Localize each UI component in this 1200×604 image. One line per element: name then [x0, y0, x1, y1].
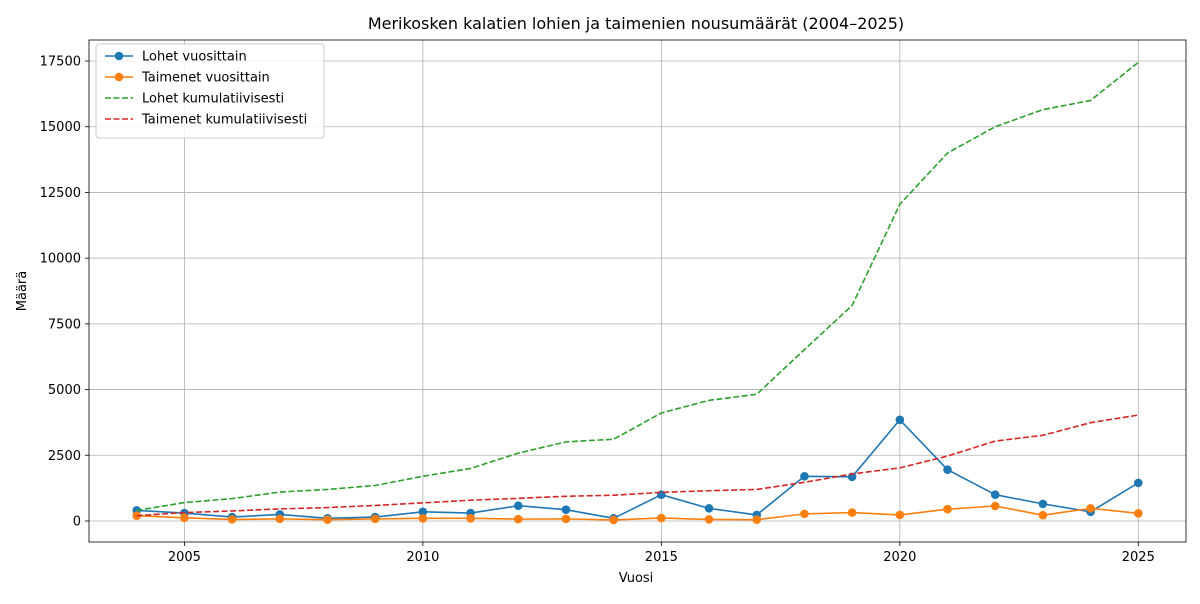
data-point — [418, 507, 428, 517]
series-2 — [132, 501, 1143, 525]
y-tick-label: 7500 — [48, 317, 81, 332]
series-4 — [136, 414, 1139, 517]
y-axis-label: Määrä — [15, 271, 30, 311]
legend-entry-label: Taimenet kumulatiivisesti — [141, 113, 307, 128]
y-tick-label: 12500 — [40, 186, 81, 201]
data-point — [895, 510, 905, 520]
data-point — [990, 490, 1000, 499]
data-point — [1134, 478, 1143, 488]
data-point — [1038, 510, 1048, 520]
x-tick-label: 2025 — [1122, 550, 1155, 565]
x-tick-label: 2005 — [168, 550, 201, 565]
y-tick-label: 2500 — [48, 449, 81, 464]
x-axis-label: Vuosi — [619, 571, 654, 586]
data-point — [561, 514, 571, 524]
series-line — [136, 418, 1139, 520]
grid — [89, 40, 1186, 542]
legend-entry-label: Lohet kumulatiivisesti — [142, 92, 284, 107]
x-tick-label: 2020 — [883, 550, 916, 565]
y-tick-label: 17500 — [40, 55, 81, 70]
data-point — [323, 515, 332, 524]
data-point — [943, 504, 952, 514]
data-point — [657, 513, 666, 523]
axes: 2005 2010 2015 2020 2025 0 2500 5000 7500 10000 12… — [40, 39, 1187, 565]
legend: Lohet vuosittain Taimenet vuosittain Lohet… — [95, 43, 325, 139]
legend-box — [95, 43, 325, 139]
x-tick-label: 2015 — [645, 550, 678, 565]
data-point — [800, 471, 809, 481]
data-point — [800, 509, 809, 519]
series-line — [136, 61, 1139, 512]
series-layer — [132, 61, 1143, 525]
data-point — [275, 514, 285, 524]
series-3 — [136, 61, 1139, 512]
data-point — [466, 514, 475, 523]
data-point — [704, 515, 714, 524]
series-line — [136, 505, 1139, 521]
y-tick-label: 0 — [73, 514, 81, 529]
data-point — [847, 508, 857, 517]
data-point — [1086, 504, 1095, 513]
data-point — [513, 514, 523, 524]
plot-frame — [88, 39, 1187, 543]
data-point — [561, 505, 571, 514]
y-tick-label: 10000 — [40, 252, 81, 267]
data-point — [513, 501, 523, 511]
legend-entry-label: Lohet vuosittain — [142, 50, 247, 65]
data-point — [227, 515, 237, 524]
legend-marker — [114, 72, 124, 82]
data-point — [990, 501, 1000, 511]
data-point — [418, 514, 428, 523]
data-point — [704, 504, 714, 513]
x-tick-label: 2010 — [406, 550, 439, 565]
data-point — [943, 465, 952, 475]
y-tick-label: 15000 — [40, 120, 81, 135]
data-point — [1038, 499, 1048, 509]
chart-title: Merikosken kalatien lohien ja taimenien … — [368, 14, 904, 33]
data-point — [370, 514, 380, 524]
data-point — [895, 415, 905, 425]
legend-marker — [114, 51, 124, 61]
legend-entry-label: Taimenet vuosittain — [141, 71, 270, 86]
data-point — [1134, 509, 1143, 518]
data-point — [180, 513, 189, 523]
series-line — [136, 414, 1139, 517]
y-tick-label: 5000 — [48, 383, 81, 398]
data-point — [609, 515, 618, 525]
data-point — [752, 515, 762, 524]
